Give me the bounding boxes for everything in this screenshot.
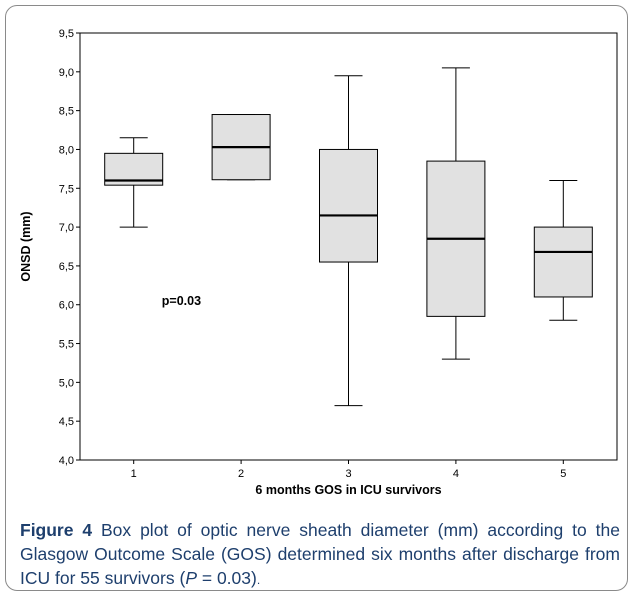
y-tick-label: 7,5 bbox=[59, 183, 74, 195]
y-tick-label: 4,0 bbox=[59, 455, 74, 467]
y-tick-label: 8,5 bbox=[59, 106, 74, 118]
y-tick-label: 9,0 bbox=[59, 67, 74, 79]
x-axis-label: 6 months GOS in ICU survivors bbox=[255, 483, 441, 497]
y-axis: 4,0 4,5 5,0 5,5 6,0 6,5 7,0 7,5 8,0 8,5 9,0 9,5 bbox=[59, 28, 80, 467]
x-tick-label: 4 bbox=[453, 468, 459, 480]
x-tick-label: 5 bbox=[560, 468, 566, 480]
x-tick-label: 3 bbox=[345, 468, 351, 480]
p-value-annotation: p=0.03 bbox=[162, 294, 201, 308]
y-tick-label: 6,0 bbox=[59, 300, 74, 312]
box-4 bbox=[426, 67, 486, 360]
p-value-text: = 0.03) bbox=[197, 568, 257, 588]
figure-label: Figure 4 bbox=[20, 520, 93, 540]
y-tick-label: 4,5 bbox=[59, 416, 74, 428]
x-tick-label: 1 bbox=[131, 468, 137, 480]
y-tick-label: 9,5 bbox=[59, 28, 74, 40]
box-5 bbox=[533, 180, 593, 321]
box-1 bbox=[104, 137, 164, 228]
iqr-box bbox=[319, 148, 378, 263]
y-axis-label: ONSD (mm) bbox=[19, 211, 33, 281]
box-2 bbox=[211, 114, 271, 181]
iqr-box bbox=[533, 226, 593, 298]
x-tick-label: 2 bbox=[238, 468, 244, 480]
y-tick-label: 7,0 bbox=[59, 222, 74, 234]
caption-end: . bbox=[256, 573, 261, 587]
y-tick-label: 8,0 bbox=[59, 144, 74, 156]
boxplot-chart: 4,0 4,5 5,0 5,5 6,0 6,5 7,0 7,5 8,0 8,5 9,0 9,5 1 2 3… bbox=[19, 28, 618, 497]
x-axis: 1 2 3 4 5 bbox=[131, 460, 566, 480]
box-3 bbox=[319, 75, 378, 407]
p-symbol: P bbox=[185, 568, 197, 588]
caption-text: Box plot of optic nerve sheath diameter … bbox=[20, 520, 620, 588]
boxes bbox=[104, 67, 593, 407]
y-tick-label: 6,5 bbox=[59, 261, 74, 273]
figure-caption: Figure 4 Box plot of optic nerve sheath … bbox=[20, 518, 620, 592]
y-tick-label: 5,0 bbox=[59, 377, 74, 389]
y-tick-label: 5,5 bbox=[59, 339, 74, 351]
